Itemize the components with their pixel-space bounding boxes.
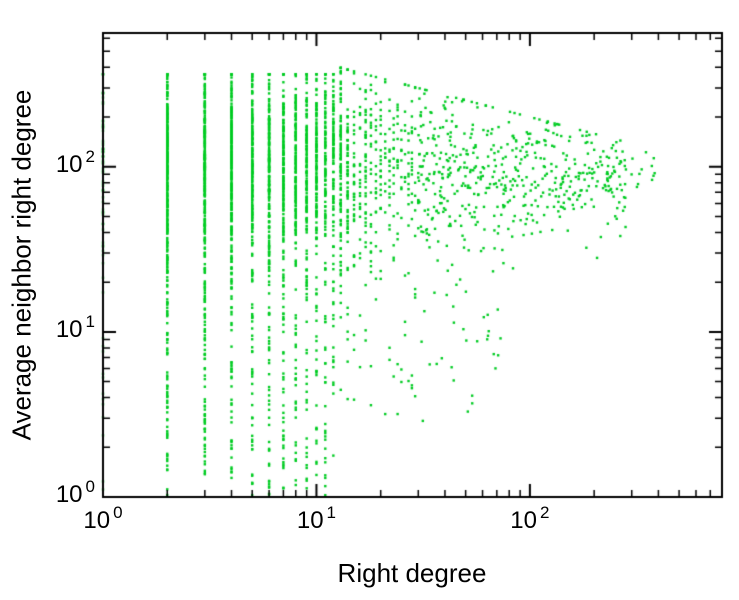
x-tick-label: 10 1 [296, 503, 336, 535]
tick-exponent: 0 [113, 503, 123, 522]
tick-mantissa: 10 [55, 150, 83, 178]
tick-mantissa: 10 [83, 507, 111, 534]
tick-mantissa: 10 [510, 507, 538, 534]
tick-exponent: 1 [326, 503, 337, 522]
tick-exponent: 1 [85, 311, 95, 331]
tick-mantissa: 10 [55, 481, 83, 508]
tick-mantissa: 10 [55, 315, 83, 343]
y-tick-label: 10 2 [23, 147, 95, 179]
y-axis-label: Average neighbor right degree [6, 89, 37, 441]
x-tick-label: 10 0 [83, 503, 122, 535]
tick-mantissa: 10 [296, 507, 324, 534]
tick-exponent: 2 [540, 503, 550, 522]
tick-exponent: 0 [85, 477, 95, 496]
tick-exponent: 2 [85, 146, 95, 166]
x-tick-label: 10 2 [510, 503, 549, 535]
x-axis-label: Right degree [337, 558, 487, 588]
y-tick-label: 10 0 [23, 477, 95, 509]
y-tick-label: 10 1 [23, 312, 95, 344]
